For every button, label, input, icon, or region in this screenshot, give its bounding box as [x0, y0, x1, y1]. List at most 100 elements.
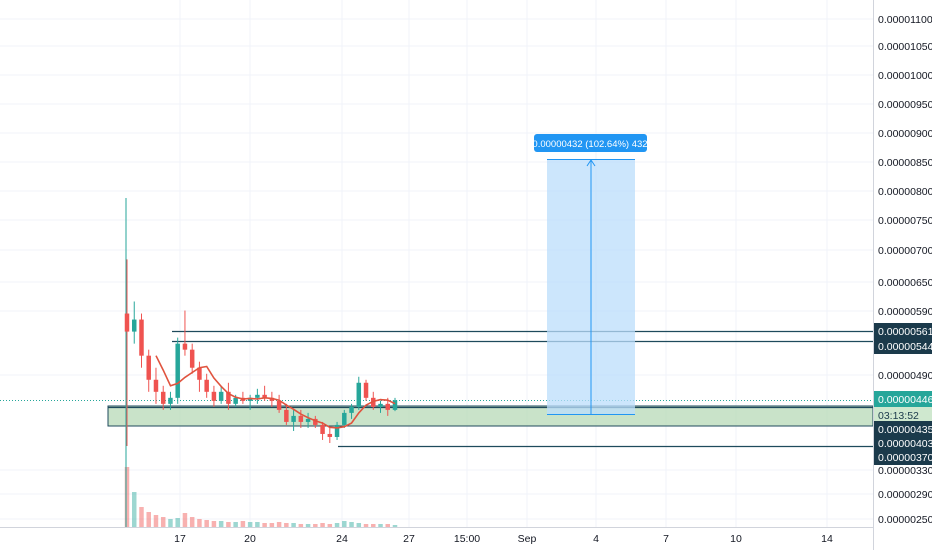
volume-bar [342, 521, 347, 527]
price-axis[interactable]: 0.00001100 0.00001050 0.00001000 0.00000950… [878, 14, 932, 526]
volume-bar [160, 517, 166, 527]
candle-body [269, 397, 275, 401]
candle-body [342, 412, 347, 425]
price-tick-label: 0.00000950 [878, 99, 932, 111]
candle-body [378, 403, 383, 407]
price-tag-support-mid: 0.00000403 [874, 435, 932, 451]
time-tick-label: 7 [663, 533, 669, 545]
price-range-measure[interactable]: 0.00000432 (102.64%) 432 [532, 134, 648, 415]
svg-text:0.00000403: 0.00000403 [878, 438, 932, 450]
measure-label-background [534, 134, 647, 152]
candle-body [327, 433, 333, 437]
time-tick-label: 24 [336, 533, 348, 545]
price-tick-label: 0.00000290 [878, 489, 932, 501]
candle-body [182, 343, 188, 350]
volume-bar [269, 523, 275, 527]
candle-body [247, 397, 253, 401]
volume-bar [218, 521, 224, 527]
svg-text:0.00000370: 0.00000370 [878, 452, 932, 464]
time-tick-label: 27 [403, 533, 415, 545]
time-tick-label: 15:00 [454, 533, 480, 545]
candle-body [349, 406, 354, 413]
time-tick-label: 4 [593, 533, 599, 545]
price-tick-label: 0.00000750 [878, 215, 932, 227]
moving-average-line [155, 355, 396, 429]
candle-body [284, 409, 289, 422]
price-tag-resistance-low: 0.00000544 [874, 338, 932, 354]
time-tick-label: 17 [174, 533, 186, 545]
price-tick-label: 0.00000590 [878, 306, 932, 318]
support-zone[interactable] [107, 405, 874, 427]
horizontal-levels[interactable] [0, 198, 873, 527]
volume-bar [356, 523, 362, 527]
volume-bar [349, 522, 354, 527]
price-tick-label: 0.00000490 [878, 370, 932, 382]
price-tick-label: 0.00000330 [878, 465, 932, 477]
svg-text:0.00000446: 0.00000446 [878, 394, 932, 406]
volume-bar [182, 513, 188, 527]
volume-bar [262, 523, 267, 527]
price-tag-resistance-high: 0.00000561 [874, 323, 932, 339]
candle-body [320, 424, 325, 434]
candle-body [204, 379, 209, 392]
candle-body [124, 313, 130, 332]
volume-bar [226, 522, 231, 527]
candle-body [255, 394, 260, 398]
candles [124, 259, 398, 446]
candle-body [371, 397, 376, 407]
price-tick-label: 0.00000850 [878, 157, 932, 169]
volume-bar [233, 522, 238, 527]
volume-bar [175, 518, 180, 527]
time-tick-label: 14 [821, 533, 833, 545]
grid [0, 0, 873, 527]
price-tags: 0.00000561 0.00000544 0.00000446 03:13:52 0.… [874, 323, 932, 465]
volume-bars [124, 467, 398, 527]
candle-body [305, 418, 311, 422]
candle-body [175, 343, 180, 398]
price-tag-support-low: 0.00000370 [874, 449, 932, 465]
volume-bar [168, 519, 173, 527]
candle-body [146, 355, 151, 380]
volume-bar [284, 523, 289, 527]
time-axis[interactable]: 17 20 24 27 15:00 Sep 4 7 10 14 [174, 533, 833, 545]
volume-bar [197, 519, 202, 527]
volume-bar [240, 521, 246, 527]
volume-bar [204, 520, 209, 527]
candle-body [385, 403, 391, 410]
volume-bar [371, 524, 376, 527]
price-tick-label: 0.00001100 [878, 14, 932, 26]
candle-body [363, 382, 369, 398]
volume-bar [124, 467, 130, 527]
time-tick-label: 10 [730, 533, 742, 545]
price-tick-label: 0.00001050 [878, 41, 932, 53]
volume-bar [298, 524, 304, 527]
svg-text:0.00000544: 0.00000544 [878, 341, 932, 353]
volume-bar [255, 522, 260, 527]
candle-body [168, 397, 173, 404]
volume-bar [291, 523, 296, 527]
candle-body [139, 319, 144, 356]
candle-body [233, 397, 238, 404]
price-tick-label: 0.00000800 [878, 186, 932, 198]
volume-bar [327, 524, 333, 527]
price-tick-label: 0.00000650 [878, 277, 932, 289]
volume-bar [392, 525, 398, 527]
candle-body [189, 349, 195, 368]
candle-body [291, 415, 296, 422]
volume-bar [334, 523, 340, 527]
volume-bar [305, 524, 311, 527]
volume-bar [146, 512, 151, 527]
candle-body [211, 391, 217, 401]
candle-body [313, 418, 318, 425]
volume-bar [211, 521, 217, 527]
volume-bar [247, 522, 253, 527]
volume-bar [139, 507, 144, 527]
candle-body [334, 424, 340, 437]
price-tick-label: 0.00000900 [878, 128, 932, 140]
volume-bar [153, 515, 159, 527]
time-tick-label: Sep [518, 533, 537, 545]
svg-text:0.00000435: 0.00000435 [878, 424, 932, 436]
price-tag-countdown: 03:13:52 [874, 407, 932, 423]
